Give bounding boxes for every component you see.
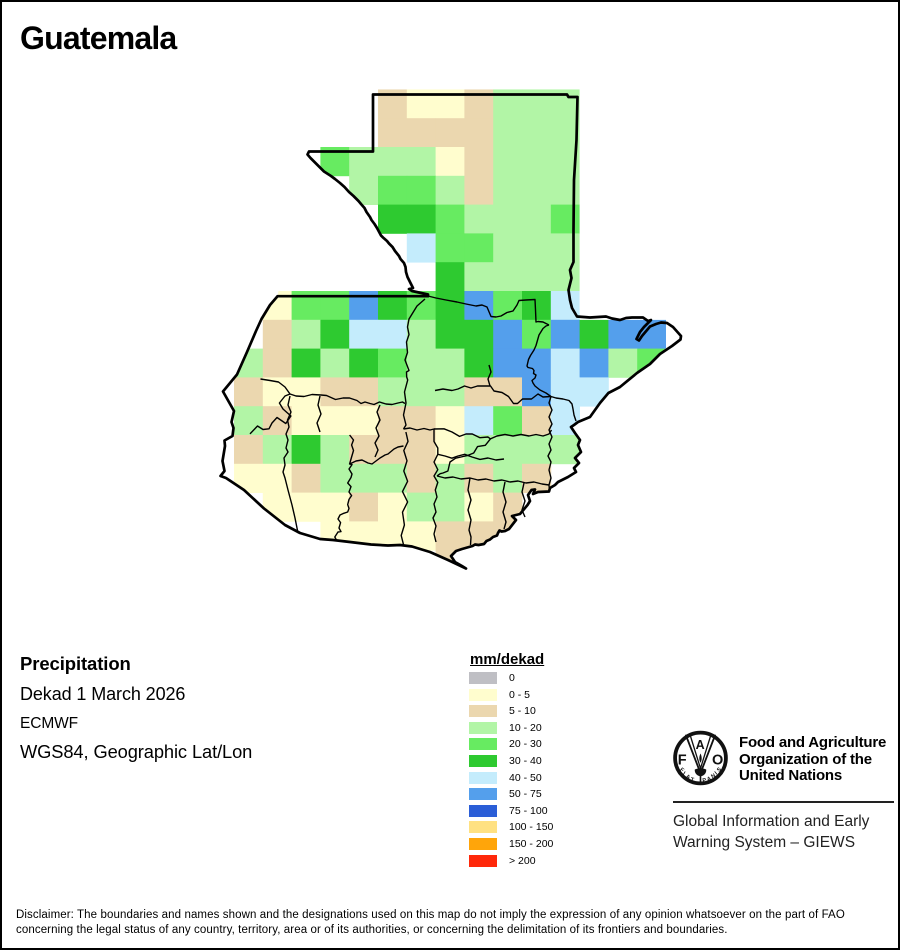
svg-text:I: I (682, 771, 687, 777)
svg-text:S: S (716, 766, 723, 773)
svg-text:O: O (712, 753, 723, 769)
svg-text:I: I (714, 770, 719, 776)
svg-text:A: A (696, 738, 705, 752)
svg-text:A: A (685, 774, 691, 781)
svg-text:P: P (702, 778, 707, 785)
svg-text:F: F (678, 767, 685, 774)
svg-text:T: T (690, 777, 695, 784)
svg-text:A: A (706, 776, 712, 783)
svg-text:F: F (678, 753, 687, 769)
svg-text:N: N (710, 773, 717, 780)
